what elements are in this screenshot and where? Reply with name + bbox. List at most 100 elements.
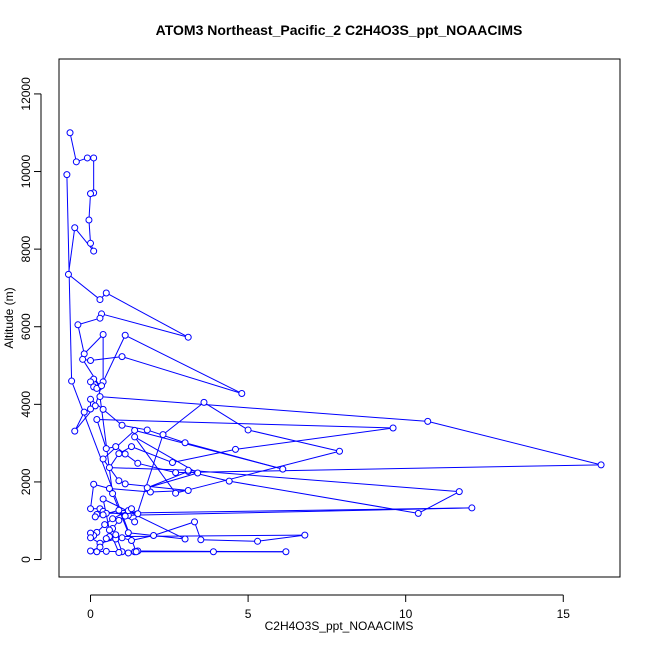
x-axis-label: C2H4O3S_ppt_NOAACIMS	[265, 619, 414, 633]
series-segment	[101, 313, 189, 338]
data-point	[118, 534, 126, 542]
data-point	[115, 516, 123, 524]
data-point	[181, 535, 189, 543]
data-point	[87, 378, 95, 386]
x-tick-label-3: 15	[557, 607, 571, 621]
series-segment	[175, 450, 340, 494]
data-point	[87, 190, 95, 198]
data-point	[99, 511, 107, 519]
data-point	[115, 477, 123, 485]
data-point	[131, 518, 139, 526]
data-point	[597, 461, 605, 469]
data-point	[121, 450, 129, 458]
y-tick-label-4: 8000	[19, 235, 33, 262]
data-point	[244, 426, 252, 434]
data-point	[118, 421, 126, 429]
data-point	[112, 443, 120, 451]
data-point	[131, 426, 139, 434]
series-segment	[257, 534, 305, 542]
data-point	[98, 382, 106, 390]
series-segment	[74, 411, 85, 432]
data-point	[79, 355, 87, 363]
data-point	[124, 529, 132, 537]
data-point	[115, 549, 123, 557]
data-point	[172, 469, 180, 477]
data-point	[181, 439, 189, 447]
data-point	[279, 465, 287, 473]
series-segment	[74, 227, 95, 252]
series-segment	[102, 429, 135, 460]
series-segment	[153, 521, 195, 536]
data-point	[105, 464, 113, 472]
series-segment	[134, 429, 283, 470]
data-point	[127, 443, 135, 451]
data-point	[83, 154, 91, 162]
data-point	[90, 154, 98, 162]
x-tick-label-1: 5	[245, 607, 252, 621]
data-point	[102, 445, 110, 453]
data-point	[209, 548, 217, 556]
data-point	[336, 447, 343, 455]
data-point	[121, 480, 129, 488]
data-point	[184, 466, 192, 474]
series-segment	[68, 273, 101, 300]
data-point	[159, 431, 167, 439]
data-point	[87, 547, 95, 555]
data-point	[93, 415, 101, 423]
series-segment	[109, 488, 151, 493]
series-segment	[131, 446, 173, 464]
data-point	[109, 515, 117, 523]
series-segment	[124, 334, 243, 394]
data-point	[64, 270, 72, 278]
data-point	[131, 433, 139, 441]
series-segment	[88, 193, 92, 221]
series-segment	[235, 427, 394, 450]
series-segment	[106, 507, 472, 514]
data-point	[414, 509, 422, 517]
data-point	[238, 389, 246, 397]
data-point	[115, 506, 123, 514]
data-point	[124, 549, 132, 557]
series-segment	[203, 401, 249, 431]
series-segment	[427, 420, 602, 466]
series-segment	[172, 448, 236, 464]
data-point	[72, 158, 80, 166]
data-point	[121, 331, 129, 339]
data-point	[85, 216, 93, 224]
series-segment	[229, 480, 419, 514]
data-point	[424, 417, 432, 425]
data-point	[90, 247, 98, 255]
chart-title: ATOM3 Northeast_Pacific_2 C2H4O3S_ppt_NO…	[156, 22, 523, 38]
data-point	[99, 405, 107, 413]
data-point	[105, 485, 113, 493]
data-point	[66, 129, 74, 137]
data-point	[87, 356, 95, 364]
plot-frame	[58, 58, 621, 578]
data-point	[143, 426, 151, 434]
data-point	[102, 535, 110, 543]
data-point	[74, 321, 82, 329]
series-segment	[77, 324, 85, 354]
data-point	[118, 353, 126, 361]
data-point	[102, 547, 110, 555]
series-segment	[147, 472, 198, 489]
data-point	[225, 477, 233, 485]
data-point	[91, 402, 99, 410]
data-point	[468, 504, 476, 512]
series-segment	[77, 317, 101, 326]
series-segment	[147, 429, 186, 444]
data-point	[134, 459, 142, 467]
series-segment	[121, 356, 242, 394]
data-point	[90, 480, 98, 488]
x-axis: 0 5 10 15	[87, 594, 571, 621]
series-segment	[82, 359, 101, 387]
data-point	[96, 296, 104, 304]
data-point	[87, 239, 95, 247]
data-point	[132, 548, 140, 556]
series-segment	[109, 534, 305, 538]
x-tick-label-2: 10	[399, 607, 413, 621]
series-segment	[102, 335, 126, 383]
data-point	[71, 427, 79, 435]
series-segment	[83, 334, 104, 355]
data-point	[112, 531, 120, 539]
